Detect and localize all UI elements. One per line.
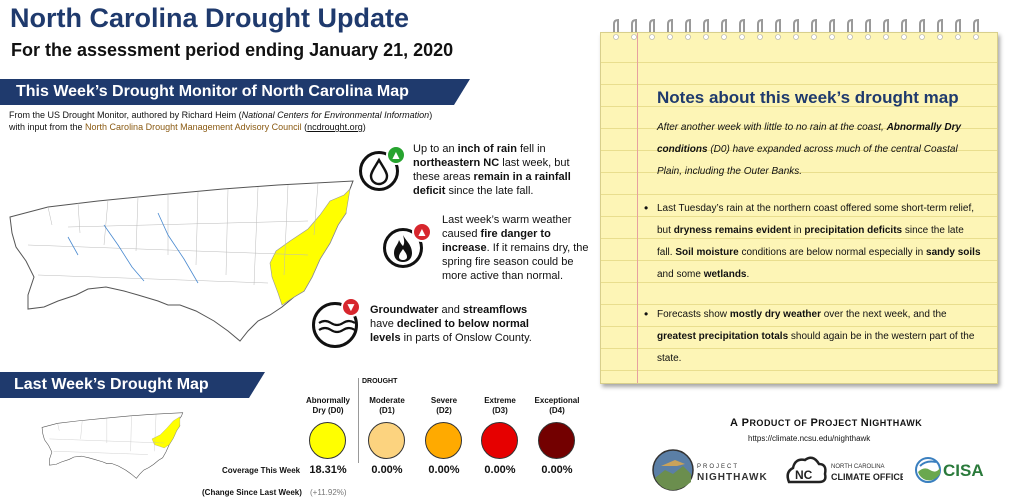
ncdrought-link[interactable]: ncdrought.org (307, 122, 363, 132)
legend-swatch-d3 (481, 422, 518, 459)
coverage-d2: 0.00% (428, 464, 460, 476)
svg-text:PROJECT: PROJECT (697, 464, 739, 470)
page-subtitle: For the assessment period ending January… (11, 40, 454, 60)
notes-intro: After another week with little to no rai… (657, 122, 962, 177)
up-arrow-icon-fire: ▲ (412, 222, 432, 242)
svg-text:CISA: CISA (943, 461, 984, 480)
change-d0: (+11.92%) (310, 488, 347, 497)
coverage-d0: 18.31% (309, 464, 347, 476)
nc-county-lines (27, 182, 319, 286)
up-arrow-icon: ▲ (386, 145, 406, 165)
page-title: North Carolina Drought Update (10, 3, 409, 33)
legend-swatch-d2 (425, 422, 462, 459)
nc-rivers (67, 212, 199, 284)
notepad-rings (613, 18, 979, 38)
notes-bullet-1: Last Tuesday’s rain at the northern coas… (657, 203, 981, 280)
last-week-banner: Last Week’s Drought Map (0, 372, 265, 398)
nc-drought-map-last-week (41, 412, 184, 479)
nc-abnormally-dry-area (269, 188, 351, 306)
coverage-label: Coverage This Week (222, 466, 301, 475)
callout-rain: Up to an inch of rain fell in northeaste… (413, 143, 571, 197)
bullet-icon: • (644, 201, 649, 215)
change-label: (Change Since Last Week) (202, 488, 302, 497)
notes-title: Notes about this week’s drought map (657, 88, 959, 107)
svg-text:CLIMATE OFFICE: CLIMATE OFFICE (831, 472, 903, 482)
legend-swatch-d4 (538, 422, 575, 459)
product-credit: A PRODUCT OF PROJECT NIGHTHAWK (730, 417, 923, 429)
svg-text:NC: NC (795, 468, 813, 482)
notepad-holes (613, 34, 979, 40)
legend-swatch-d1 (368, 422, 405, 459)
legend-drought-header: DROUGHT (362, 378, 398, 385)
nc-state-outline (9, 180, 354, 342)
legend-label-d4: Exceptional (D4) (534, 396, 580, 415)
notes-bullet-2: Forecasts show mostly dry weather over t… (657, 309, 975, 364)
down-arrow-icon: ▼ (341, 297, 361, 317)
fire-icon (383, 228, 423, 268)
cisa-logo: CISA (914, 452, 994, 488)
svg-text:NIGHTHAWK: NIGHTHAWK (697, 472, 768, 483)
coverage-d4: 0.00% (541, 464, 573, 476)
legend-label-d0: Abnormally Dry (D0) (305, 396, 350, 415)
legend-swatch-d0 (309, 422, 346, 459)
callout-groundwater: Groundwater and streamflows have decline… (370, 304, 532, 344)
legend-label-d3: Extreme (D3) (484, 396, 516, 415)
bullet-icon: • (644, 307, 649, 321)
callout-fire: Last week’s warm weather caused fire dan… (442, 214, 589, 282)
coverage-d1: 0.00% (371, 464, 403, 476)
project-nighthawk-logo: PROJECT NIGHTHAWK (651, 448, 771, 492)
legend-divider (358, 378, 359, 463)
nc-drought-map-this-week (9, 180, 354, 342)
coverage-d3: 0.00% (484, 464, 516, 476)
legend-label-d2: Severe (D2) (430, 396, 458, 415)
nighthawk-url[interactable]: https://climate.ncsu.edu/nighthawk (748, 434, 871, 443)
svg-text:NORTH CAROLINA: NORTH CAROLINA (831, 464, 885, 470)
legend-label-d1: Moderate (D1) (369, 396, 405, 415)
nc-climate-office-logo: NC NORTH CAROLINA CLIMATE OFFICE (783, 450, 906, 490)
map-credit: From the US Drought Monitor, authored by… (9, 110, 433, 132)
notes-notepad (600, 32, 998, 384)
this-week-banner: This Week’s Drought Monitor of North Car… (0, 79, 470, 105)
